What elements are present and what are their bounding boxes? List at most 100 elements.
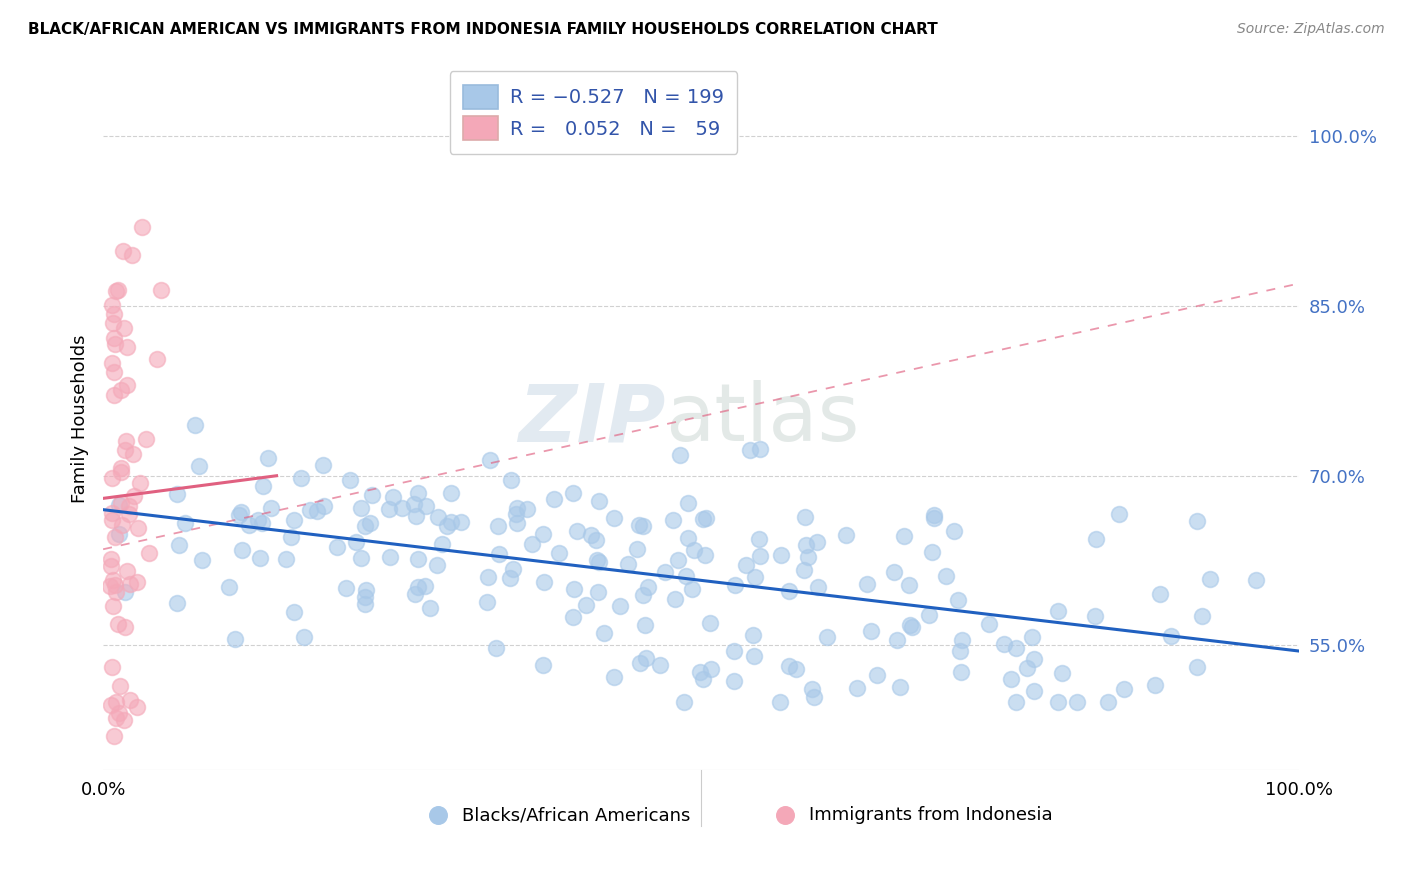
Point [118, 499, 141, 513]
Point [769, 695, 792, 709]
Point [924, 511, 946, 525]
Point [748, 442, 770, 456]
Point [769, 549, 792, 563]
Point [898, 578, 921, 592]
Point [502, 562, 524, 576]
Point [675, 568, 697, 582]
Text: atlas: atlas [665, 380, 859, 458]
Point [531, 527, 554, 541]
Point [353, 597, 375, 611]
Point [146, 351, 169, 366]
Point [626, 541, 648, 556]
Point [305, 503, 328, 517]
Text: Immigrants from Indonesia: Immigrants from Indonesia [808, 806, 1053, 824]
Point [404, 586, 426, 600]
Point [749, 549, 772, 563]
Point [359, 516, 381, 530]
Point [682, 543, 704, 558]
Point [485, 641, 508, 656]
Point [664, 591, 686, 606]
Point [633, 588, 655, 602]
Point [949, 665, 972, 680]
Point [350, 500, 373, 515]
Point [125, 699, 148, 714]
Point [382, 491, 405, 505]
Point [741, 628, 763, 642]
Point [378, 502, 401, 516]
Point [475, 595, 498, 609]
Point [1024, 652, 1046, 666]
Point [477, 570, 499, 584]
Point [531, 657, 554, 672]
Point [797, 549, 820, 564]
Point [1046, 604, 1069, 618]
Point [585, 553, 607, 567]
Point [419, 600, 441, 615]
Point [609, 599, 631, 613]
Point [103, 365, 125, 379]
Point [406, 485, 429, 500]
Point [942, 524, 965, 539]
Point [101, 506, 124, 520]
Point [107, 706, 129, 720]
Point [110, 679, 132, 693]
Point [166, 596, 188, 610]
Point [575, 599, 598, 613]
Point [107, 283, 129, 297]
Point [117, 340, 139, 354]
Point [505, 507, 527, 521]
Point [478, 453, 501, 467]
Point [917, 607, 939, 622]
Point [1022, 683, 1045, 698]
Point [103, 730, 125, 744]
Point [104, 285, 127, 299]
Point [950, 633, 973, 648]
Point [1046, 695, 1069, 709]
Point [1160, 629, 1182, 643]
Point [326, 540, 349, 554]
Point [426, 558, 449, 572]
Point [100, 513, 122, 527]
Point [1052, 665, 1074, 680]
Point [104, 585, 127, 599]
Point [104, 337, 127, 351]
Point [993, 637, 1015, 651]
Point [565, 524, 588, 539]
Point [101, 356, 124, 370]
Point [122, 489, 145, 503]
Point [138, 545, 160, 559]
Point [110, 461, 132, 475]
Point [111, 518, 134, 533]
Point [748, 532, 770, 546]
Point [585, 533, 607, 547]
Point [115, 434, 138, 448]
Point [628, 518, 651, 533]
Point [803, 690, 825, 705]
Point [1005, 640, 1028, 655]
Point [118, 507, 141, 521]
Point [100, 698, 122, 712]
Point [108, 526, 131, 541]
Point [593, 625, 616, 640]
Point [432, 537, 454, 551]
Point [135, 433, 157, 447]
Point [695, 548, 717, 562]
Point [260, 500, 283, 515]
Point [98, 579, 121, 593]
Text: Blacks/African Americans: Blacks/African Americans [463, 806, 690, 824]
Point [883, 565, 905, 579]
Text: ZIP: ZIP [517, 380, 665, 458]
Point [700, 662, 723, 676]
Point [628, 656, 651, 670]
Point [949, 644, 972, 658]
Point [339, 473, 361, 487]
Point [405, 508, 427, 523]
Point [252, 479, 274, 493]
Point [1000, 672, 1022, 686]
Text: Source: ZipAtlas.com: Source: ZipAtlas.com [1237, 22, 1385, 37]
Point [252, 516, 274, 531]
Point [506, 516, 529, 530]
Point [723, 673, 745, 688]
Point [101, 298, 124, 312]
Point [150, 283, 173, 297]
